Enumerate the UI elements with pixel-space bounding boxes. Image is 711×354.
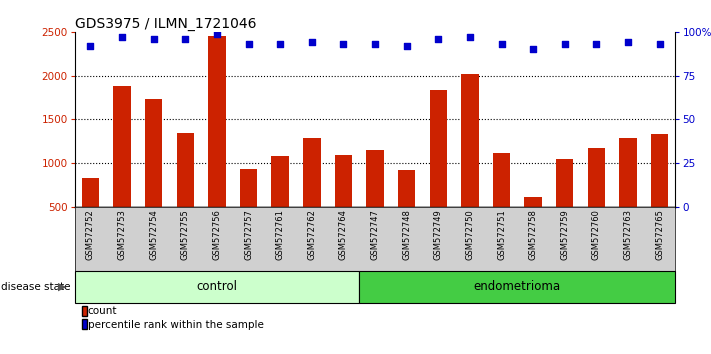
Text: GSM572756: GSM572756 [213,209,221,260]
Text: GSM572748: GSM572748 [402,209,411,260]
Point [243,41,255,47]
Text: GSM572747: GSM572747 [370,209,380,260]
Text: GSM572759: GSM572759 [560,209,570,260]
Text: percentile rank within the sample: percentile rank within the sample [87,320,264,330]
Point [148,36,159,42]
Bar [145,99,162,251]
Bar [359,271,675,303]
Bar [588,148,605,251]
Text: GSM572753: GSM572753 [117,209,127,260]
Point [180,36,191,42]
Point [370,41,381,47]
Text: GSM572749: GSM572749 [434,209,443,260]
Text: GSM572765: GSM572765 [655,209,664,260]
Bar [335,154,352,251]
Point [401,43,412,49]
Text: GSM572762: GSM572762 [307,209,316,260]
Bar [240,169,257,251]
Bar [651,135,668,251]
Point [622,40,634,45]
Bar [429,90,447,251]
Bar [82,178,99,251]
Point [432,36,444,42]
Bar [461,74,479,251]
Point [338,41,349,47]
Text: count: count [87,306,117,316]
Point [117,34,128,40]
Text: GDS3975 / ILMN_1721046: GDS3975 / ILMN_1721046 [75,17,256,31]
Text: ▶: ▶ [58,282,66,292]
Text: GSM572764: GSM572764 [339,209,348,260]
Bar [75,271,359,303]
Point [654,41,665,47]
Text: GSM572755: GSM572755 [181,209,190,260]
Text: GSM572754: GSM572754 [149,209,159,260]
Text: GSM572758: GSM572758 [529,209,538,260]
Point [591,41,602,47]
Bar [493,153,510,251]
Bar [398,170,415,251]
Bar [366,150,384,251]
Point [211,31,223,36]
Point [464,34,476,40]
Bar [208,36,225,251]
Text: GSM572757: GSM572757 [244,209,253,260]
Bar [113,86,131,251]
Text: endometrioma: endometrioma [474,280,561,293]
Point [306,40,318,45]
Bar [303,138,321,251]
Text: GSM572763: GSM572763 [624,209,633,260]
Text: GSM572751: GSM572751 [497,209,506,260]
Text: GSM572750: GSM572750 [466,209,474,260]
Point [85,43,96,49]
Text: GSM572760: GSM572760 [592,209,601,260]
Text: GSM572761: GSM572761 [276,209,284,260]
Text: disease state: disease state [1,282,71,292]
Text: GSM572752: GSM572752 [86,209,95,260]
Bar [619,138,637,251]
Bar [525,196,542,251]
Bar [272,156,289,251]
Bar [556,159,574,251]
Text: control: control [196,280,237,293]
Point [528,47,539,52]
Bar [176,133,194,251]
Point [274,41,286,47]
Point [559,41,570,47]
Point [496,41,507,47]
